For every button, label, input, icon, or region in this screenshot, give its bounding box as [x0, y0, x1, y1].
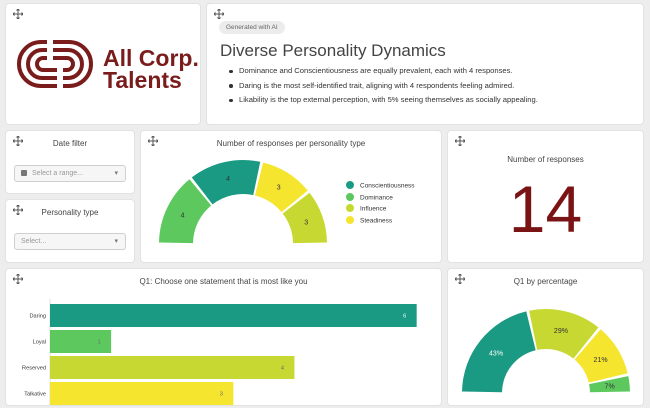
- move-handle-icon[interactable]: [13, 205, 23, 215]
- legend-item: Influence: [346, 204, 415, 216]
- legend-swatch: [346, 181, 354, 189]
- responses-count-card: Number of responses 14: [448, 131, 643, 262]
- chart-data-label: 4: [226, 176, 230, 183]
- chevron-down-icon: ▾: [114, 170, 118, 177]
- move-handle-icon[interactable]: [13, 274, 23, 284]
- bar-loyal[interactable]: [50, 330, 112, 353]
- company-logo-icon: [17, 40, 93, 88]
- y-tick-label: Talkative: [24, 392, 46, 398]
- logo-card: All Corp. Talents: [6, 4, 200, 124]
- bar-talkative[interactable]: [50, 382, 234, 405]
- legend-swatch: [346, 215, 354, 224]
- legend-item: Conscientiousness: [346, 181, 415, 193]
- chart-data-label: 7%: [605, 383, 615, 390]
- legend-swatch: [346, 192, 354, 201]
- legend-label: Steadiness: [360, 217, 393, 224]
- bar-value-label: 3: [220, 392, 223, 398]
- chart-slice-influence[interactable]: [282, 192, 327, 244]
- logo-line-2: Talents: [103, 67, 182, 93]
- personality-filter-title: Personality type: [41, 208, 99, 217]
- move-handle-icon[interactable]: [148, 136, 158, 146]
- ai-summary-card: Generated with AI Diverse Personality Dy…: [207, 4, 643, 124]
- y-tick-label: Reserved: [22, 366, 46, 372]
- chart-slice-steadiness[interactable]: [254, 162, 308, 213]
- bar-value-label: 6: [403, 314, 406, 320]
- q1-bar-title: Q1: Choose one statement that is most li…: [139, 277, 308, 286]
- responses-per-type-chart: 4 4 3 3: [159, 160, 327, 244]
- chart-data-label: 29%: [554, 328, 568, 335]
- legend-label: Influence: [360, 205, 387, 213]
- chart-slice-conscientiousness[interactable]: [191, 160, 261, 205]
- q1-bar-card: Q1: Choose one statement that is most li…: [6, 269, 441, 405]
- ai-badge: Generated with AI: [219, 21, 285, 34]
- responses-count-value: 14: [508, 172, 583, 246]
- legend-label: Dominance: [360, 194, 393, 201]
- date-filter-title: Date filter: [52, 139, 88, 148]
- move-handle-icon[interactable]: [214, 9, 224, 19]
- y-tick-label: Daring: [30, 314, 46, 320]
- chart-data-label: 21%: [594, 357, 608, 364]
- chart-slice-reserved[interactable]: [529, 309, 599, 359]
- responses-per-type-title: Number of responses per personality type: [216, 139, 366, 148]
- chart-slice-daring[interactable]: [462, 311, 536, 393]
- chart-slice-dominance[interactable]: [159, 179, 212, 244]
- q1-pie-title: Q1 by percentage: [513, 277, 578, 286]
- chart-data-label: 3: [304, 219, 308, 226]
- ai-summary-bullet: Likability is the top external perceptio…: [229, 93, 538, 108]
- personality-type-select[interactable]: Select... ▾: [14, 233, 126, 250]
- move-handle-icon[interactable]: [13, 9, 23, 19]
- chevron-down-icon: ▾: [114, 238, 118, 245]
- chart-slice-talkative[interactable]: [574, 329, 628, 383]
- personality-type-placeholder: Select...: [21, 238, 47, 245]
- ai-summary-bullet: Dominance and Conscientiousness are equa…: [229, 64, 538, 79]
- q1-pie-chart: 43% 29% 21% 7%: [462, 309, 630, 393]
- chart-legend: Conscientiousness Dominance Influence St…: [346, 181, 415, 227]
- move-handle-icon[interactable]: [455, 136, 465, 146]
- responses-per-type-card: Number of responses per personality type…: [141, 131, 441, 262]
- ai-summary-list: Dominance and Conscientiousness are equa…: [229, 64, 538, 108]
- ai-summary-title: Diverse Personality Dynamics: [220, 41, 446, 60]
- chart-data-label: 4: [181, 212, 185, 219]
- y-tick-label: Loyal: [33, 340, 46, 346]
- legend-item: Dominance: [346, 192, 415, 205]
- ai-summary-bullet: Daring is the most self-identified trait…: [229, 79, 538, 94]
- calendar-icon: [21, 169, 27, 176]
- date-range-select[interactable]: Select a range... ▾: [14, 165, 126, 182]
- bar-daring[interactable]: [50, 304, 417, 327]
- responses-count-title: Number of responses: [507, 155, 584, 164]
- q1-bar-chart: Daring 6 Loyal 1 Reserved 4 Talkative 3: [22, 299, 417, 405]
- chart-slice-loyal[interactable]: [589, 376, 630, 393]
- bar-value-label: 4: [281, 366, 284, 372]
- bar-reserved[interactable]: [50, 356, 295, 379]
- bar-value-label: 1: [98, 340, 101, 346]
- chart-data-label: 3: [277, 185, 281, 192]
- date-filter-card: Date filter Select a range... ▾: [6, 131, 134, 193]
- date-range-placeholder: Select a range...: [32, 170, 83, 177]
- legend-label: Conscientiousness: [360, 182, 415, 190]
- legend-swatch: [346, 204, 354, 212]
- move-handle-icon[interactable]: [455, 274, 465, 284]
- chart-data-label: 43%: [489, 350, 503, 357]
- personality-filter-card: Personality type Select... ▾: [6, 200, 134, 262]
- legend-item: Steadiness: [346, 215, 415, 228]
- move-handle-icon[interactable]: [13, 136, 23, 146]
- q1-pie-card: Q1 by percentage 43% 29% 21% 7%: [448, 269, 643, 405]
- logo-line-1: All Corp.: [103, 45, 199, 71]
